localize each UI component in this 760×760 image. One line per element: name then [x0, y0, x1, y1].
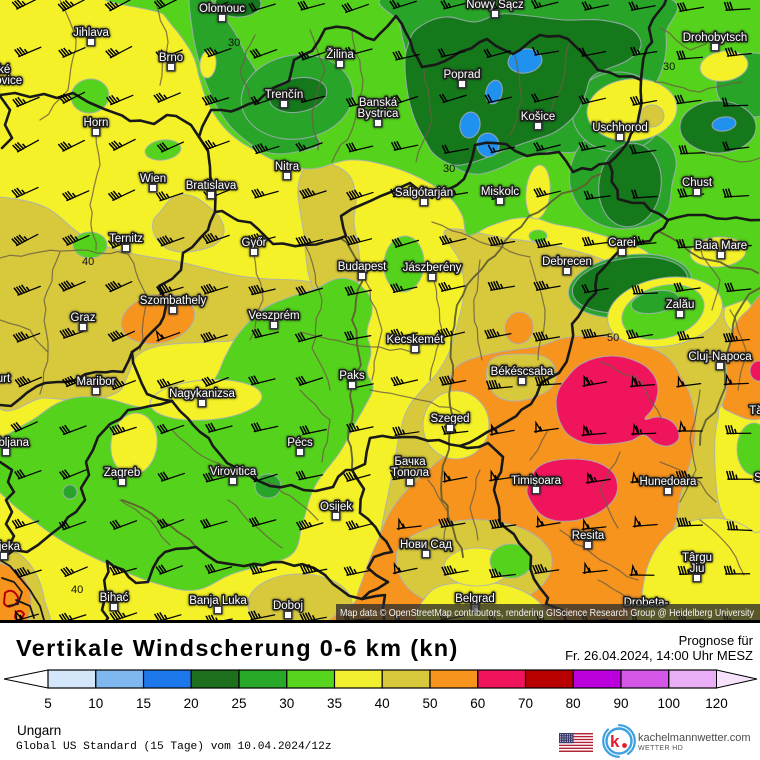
svg-text:Chust: Chust — [682, 177, 713, 189]
svg-text:50: 50 — [607, 332, 619, 344]
svg-text:Győr: Győr — [242, 237, 267, 249]
svg-text:Târgu: Târgu — [682, 552, 712, 564]
svg-text:30: 30 — [663, 61, 675, 73]
svg-text:Osijek: Osijek — [320, 501, 352, 513]
svg-text:Carei: Carei — [608, 237, 635, 249]
svg-text:Paks: Paks — [339, 370, 365, 382]
svg-text:15: 15 — [136, 696, 151, 711]
svg-text:25: 25 — [231, 696, 246, 711]
svg-text:40: 40 — [82, 256, 94, 268]
svg-text:Rijeka: Rijeka — [0, 541, 21, 553]
svg-text:Zalău: Zalău — [666, 299, 695, 311]
svg-text:10: 10 — [88, 696, 103, 711]
svg-text:k: k — [610, 732, 620, 751]
svg-text:Ljubljana: Ljubljana — [0, 437, 30, 449]
svg-text:Brno: Brno — [159, 52, 183, 64]
svg-text:Bihać: Bihać — [100, 592, 129, 604]
svg-text:Virovitica: Virovitica — [210, 466, 257, 478]
svg-text:Bystrica: Bystrica — [358, 108, 400, 120]
svg-text:Map data © OpenStreetMap contr: Map data © OpenStreetMap contributors, r… — [340, 607, 755, 619]
svg-text:70: 70 — [518, 696, 533, 711]
svg-text:20: 20 — [184, 696, 199, 711]
svg-text:Olomouc: Olomouc — [199, 3, 245, 15]
svg-text:Нови Сад: Нови Сад — [400, 539, 452, 551]
svg-text:Wien: Wien — [140, 173, 166, 185]
svg-text:Doboj: Doboj — [273, 600, 303, 612]
svg-text:Žilina: Žilina — [326, 48, 354, 61]
svg-text:Бачка: Бачка — [394, 456, 426, 468]
svg-text:Jászberény: Jászberény — [403, 262, 462, 274]
svg-text:Drohobytsch: Drohobytsch — [683, 32, 748, 44]
svg-text:40: 40 — [71, 584, 83, 596]
svg-text:Hunedoara: Hunedoara — [640, 476, 698, 488]
svg-text:Graz: Graz — [71, 312, 96, 324]
svg-text:Zagreb: Zagreb — [104, 467, 140, 479]
svg-text:Veszprém: Veszprém — [248, 310, 299, 322]
svg-text:Salgótarján: Salgótarján — [395, 187, 453, 199]
svg-text:120: 120 — [705, 696, 728, 711]
svg-text:Kecskemét: Kecskemét — [387, 334, 445, 346]
svg-text:Jiu: Jiu — [690, 563, 705, 575]
svg-text:Debrecen: Debrecen — [542, 256, 592, 268]
svg-text:30: 30 — [279, 696, 294, 711]
svg-text:Timișoara: Timișoara — [511, 475, 562, 487]
svg-text:Banja Luka: Banja Luka — [189, 595, 247, 607]
svg-text:5: 5 — [44, 696, 52, 711]
svg-text:Jihlava: Jihlava — [73, 27, 109, 39]
svg-text:90: 90 — [613, 696, 628, 711]
svg-text:Resita: Resita — [572, 530, 605, 542]
svg-text:80: 80 — [566, 696, 581, 711]
svg-text:České: České — [0, 63, 10, 76]
svg-text:Békéscsaba: Békéscsaba — [491, 366, 554, 378]
svg-text:Horn: Horn — [84, 117, 109, 129]
svg-text:Pécs: Pécs — [287, 437, 313, 449]
svg-text:Топола: Топола — [391, 467, 430, 479]
svg-text:30: 30 — [443, 163, 455, 175]
svg-text:Trenčín: Trenčín — [265, 89, 304, 101]
svg-text:100: 100 — [658, 696, 681, 711]
svg-text:35: 35 — [327, 696, 342, 711]
svg-text:Košice: Košice — [521, 111, 556, 123]
svg-text:30: 30 — [228, 37, 240, 49]
svg-text:Nowy Sącz: Nowy Sącz — [466, 0, 524, 11]
svg-text:Miskolc: Miskolc — [481, 186, 520, 198]
svg-text:Tă: Tă — [749, 405, 760, 417]
svg-text:Uschhorod: Uschhorod — [592, 122, 648, 134]
svg-text:Cluj-Napoca: Cluj-Napoca — [688, 351, 752, 363]
svg-text:Poprad: Poprad — [443, 69, 480, 81]
svg-text:Budapest: Budapest — [338, 261, 387, 273]
svg-text:Szombathely: Szombathely — [140, 295, 207, 307]
svg-text:Szeged: Szeged — [430, 413, 469, 425]
svg-text:Maribor: Maribor — [77, 376, 116, 388]
svg-text:Bratislava: Bratislava — [186, 180, 237, 192]
svg-text:Banská: Banská — [359, 97, 398, 109]
svg-text:Baia Mare: Baia Mare — [695, 240, 747, 252]
svg-text:S: S — [754, 472, 760, 484]
svg-text:Budějovice: Budějovice — [0, 75, 22, 87]
svg-text:40: 40 — [375, 696, 390, 711]
svg-text:50: 50 — [422, 696, 437, 711]
svg-text:Ternitz: Ternitz — [109, 233, 143, 245]
svg-text:Nitra: Nitra — [275, 161, 300, 173]
svg-text:Belgrad: Belgrad — [455, 593, 495, 605]
svg-text:Klagenfurt: Klagenfurt — [0, 373, 11, 385]
svg-text:Nagykanizsa: Nagykanizsa — [169, 388, 235, 400]
svg-text:60: 60 — [470, 696, 485, 711]
